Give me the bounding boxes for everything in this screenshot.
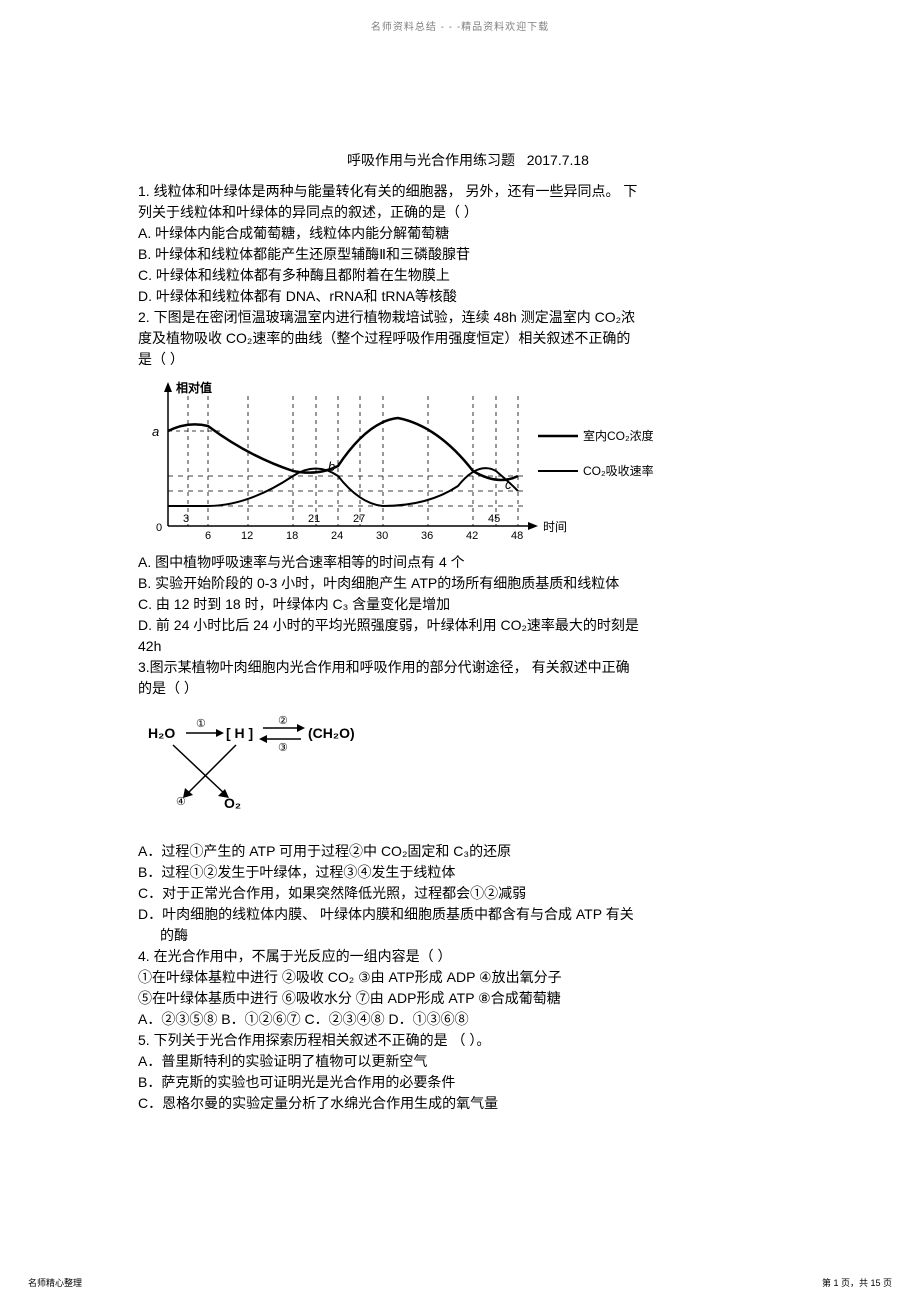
fig2-h: [ H ] bbox=[226, 725, 253, 741]
fig1-tick-48: 48 bbox=[511, 530, 523, 542]
fig1-tick-21: 21 bbox=[308, 513, 320, 525]
q2-opt-d-a: D. 前 24 小时比后 24 小时的平均光照强度弱，叶绿体利用 CO₂速率最大… bbox=[138, 615, 798, 636]
fig1-tick-6: 6 bbox=[205, 530, 211, 542]
q5-opt-c: C．恩格尔曼的实验定量分析了水绵光合作用生成的氧气量 bbox=[138, 1093, 798, 1114]
document-body: 呼吸作用与光合作用练习题 2017.7.18 1. 线粒体和叶绿体是两种与能量转… bbox=[138, 150, 798, 1114]
q3-opt-c: C．对于正常光合作用，如果突然降低光照，过程都会①②减弱 bbox=[138, 883, 798, 904]
footer-right: 第 1 页，共 15 页 bbox=[822, 1276, 892, 1289]
q1-opt-c: C. 叶绿体和线粒体都有多种酶且都附着在生物膜上 bbox=[138, 265, 798, 286]
svg-text:0: 0 bbox=[156, 522, 162, 534]
q1-stem-b: 列关于线粒体和叶绿体的异同点的叙述，正确的是（ ） bbox=[138, 202, 798, 223]
title-text: 呼吸作用与光合作用练习题 bbox=[347, 152, 515, 168]
q3-stem-a: 3.图示某植物叶肉细胞内光合作用和呼吸作用的部分代谢途径， 有关叙述中正确 bbox=[138, 657, 798, 678]
fig1-ylabel: 相对值 bbox=[176, 380, 212, 395]
fig2-o2: O₂ bbox=[224, 795, 241, 811]
fig1-tick-42: 42 bbox=[466, 530, 478, 542]
fig1-tick-24: 24 bbox=[331, 530, 343, 542]
q2-opt-a: A. 图中植物呼吸速率与光合速率相等的时间点有 4 个 bbox=[138, 552, 798, 573]
q3-opt-d-b: 的酶 bbox=[138, 925, 798, 946]
q3-opt-d-a: D．叶肉细胞的线粒体内膜、 叶绿体内膜和细胞质基质中都含有与合成 ATP 有关 bbox=[138, 904, 798, 925]
fig1-tick-3: 3 bbox=[183, 513, 189, 525]
q4-stem: 4. 在光合作用中，不属于光反应的一组内容是（ ） bbox=[138, 946, 798, 967]
q4-opts: A．②③⑤⑧ B．①②⑥⑦ C．②③④⑧ D．①③⑥⑧ bbox=[138, 1009, 798, 1030]
q1-opt-a: A. 叶绿体内能合成葡萄糖，线粒体内能分解葡萄糖 bbox=[138, 223, 798, 244]
q4-line2: ⑤在叶绿体基质中进行 ⑥吸收水分 ⑦由 ADP形成 ATP ⑧合成葡萄糖 bbox=[138, 988, 798, 1009]
title-line: 呼吸作用与光合作用练习题 2017.7.18 bbox=[138, 150, 798, 171]
q2-stem-b: 度及植物吸收 CO₂速率的曲线（整个过程呼吸作用强度恒定）相关叙述不正确的 bbox=[138, 328, 798, 349]
q2-stem-a: 2. 下图是在密闭恒温玻璃温室内进行植物栽培试验，连续 48h 测定温室内 CO… bbox=[138, 307, 798, 328]
fig2-ch2o: (CH₂O) bbox=[308, 725, 355, 741]
fig2-h2o: H₂O bbox=[148, 725, 175, 741]
fig1-label-b: b bbox=[328, 459, 335, 474]
q2-opt-c: C. 由 12 时到 18 时，叶绿体内 C₃ 含量变化是增加 bbox=[138, 594, 798, 615]
fig1-label-a: a bbox=[152, 424, 159, 439]
q5-opt-b: B．萨克斯的实验也可证明光是光合作用的必要条件 bbox=[138, 1072, 798, 1093]
q5-stem: 5. 下列关于光合作用探索历程相关叙述不正确的是 （ ）。 bbox=[138, 1030, 798, 1051]
fig1-legend1: 室内CO₂浓度 bbox=[583, 428, 654, 443]
q5-opt-a: A．普里斯特利的实验证明了植物可以更新空气 bbox=[138, 1051, 798, 1072]
fig1-tick-36: 36 bbox=[421, 530, 433, 542]
title-date: 2017.7.18 bbox=[527, 152, 589, 168]
figure-2: H₂O ① [ H ] ② ③ (CH₂O) ④ O₂ bbox=[138, 713, 798, 833]
fig1-legend2: CO₂吸收速率 bbox=[583, 463, 654, 478]
fig2-n3: ③ bbox=[278, 742, 288, 754]
footer-left: 名师精心整理 bbox=[28, 1276, 82, 1289]
q4-line1: ①在叶绿体基粒中进行 ②吸收 CO₂ ③由 ATP形成 ADP ④放出氧分子 bbox=[138, 967, 798, 988]
q3-stem-b: 的是（ ） bbox=[138, 678, 798, 699]
fig1-label-c: c bbox=[505, 477, 512, 492]
q1-stem-a: 1. 线粒体和叶绿体是两种与能量转化有关的细胞器， 另外，还有一些异同点。 下 bbox=[138, 181, 798, 202]
q3-opt-a: A．过程①产生的 ATP 可用于过程②中 CO₂固定和 C₃的还原 bbox=[138, 841, 798, 862]
fig1-tick-12: 12 bbox=[241, 530, 253, 542]
fig1-tick-18: 18 bbox=[286, 530, 298, 542]
header-label: 名师资料总结 - - -精品资料欢迎下载 bbox=[0, 18, 920, 33]
figure-1: 相对值 时间 a b c 室内CO₂浓度 CO₂ bbox=[138, 376, 798, 546]
q2-stem-c: 是（ ） bbox=[138, 349, 798, 370]
fig1-tick-30: 30 bbox=[376, 530, 388, 542]
fig1-xlabel: 时间 bbox=[543, 520, 567, 534]
fig2-n2: ② bbox=[278, 715, 288, 727]
fig2-n4: ④ bbox=[176, 796, 186, 808]
fig1-tick-27: 27 bbox=[353, 513, 365, 525]
q2-opt-d-b: 42h bbox=[138, 636, 798, 657]
q1-opt-b: B. 叶绿体和线粒体都能产生还原型辅酶Ⅱ和三磷酸腺苷 bbox=[138, 244, 798, 265]
fig2-n1: ① bbox=[196, 718, 206, 730]
fig1-tick-45: 45 bbox=[488, 513, 500, 525]
q3-opt-b: B．过程①②发生于叶绿体，过程③④发生于线粒体 bbox=[138, 862, 798, 883]
q2-opt-b: B. 实验开始阶段的 0-3 小时，叶肉细胞产生 ATP的场所有细胞质基质和线粒… bbox=[138, 573, 798, 594]
q1-opt-d: D. 叶绿体和线粒体都有 DNA、rRNA和 tRNA等核酸 bbox=[138, 286, 798, 307]
